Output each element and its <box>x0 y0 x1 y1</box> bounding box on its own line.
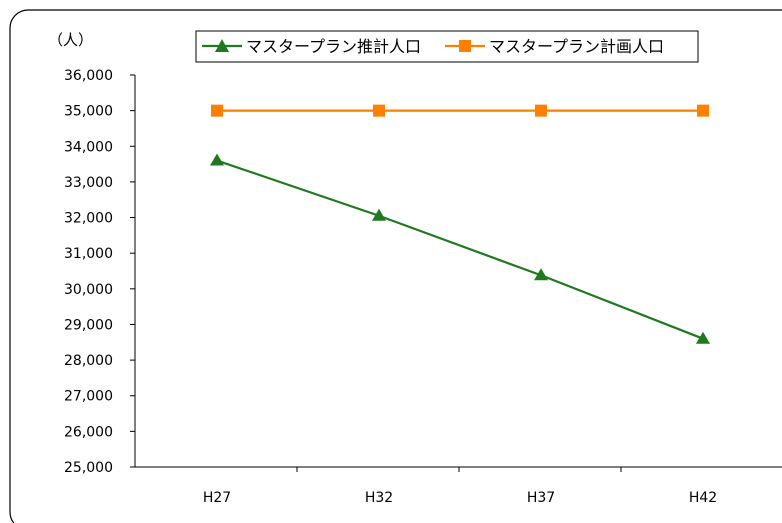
y-tick-label: 29,000 <box>64 317 113 333</box>
legend-label-plan: マスタープラン計画人口 <box>489 37 664 56</box>
y-tick-label: 25,000 <box>64 460 113 476</box>
data-point-square <box>697 104 709 117</box>
y-tick-label: 33,000 <box>64 175 113 191</box>
data-point-square <box>373 104 385 117</box>
y-tick-label: 35,000 <box>64 104 113 120</box>
y-ticks: 25,000 26,000 27,000 28,000 29,000 30,000 31,0… <box>64 68 135 476</box>
y-tick-label: 27,000 <box>64 389 113 405</box>
legend-marker-triangle <box>215 39 229 52</box>
y-tick-label: 34,000 <box>64 139 113 155</box>
data-point-triangle <box>534 268 548 281</box>
x-tick-label: H37 <box>527 490 555 506</box>
y-tick-label: 30,000 <box>64 282 113 298</box>
chart-border <box>9 9 782 523</box>
series-line-0 <box>216 159 704 340</box>
x-tick-label: H27 <box>203 490 231 506</box>
y-tick-label: 31,000 <box>64 246 113 262</box>
data-point-square <box>535 104 547 117</box>
plot-area: 25,000 26,000 27,000 28,000 29,000 30,000 31,0… <box>64 68 782 506</box>
y-tick-label: 32,000 <box>64 211 113 227</box>
data-point-triangle <box>210 153 224 166</box>
data-point-triangle <box>372 208 386 221</box>
y-unit-label: （人） <box>48 31 93 49</box>
data-point-square <box>211 104 223 117</box>
series-layer <box>210 104 710 344</box>
x-tick-label: H32 <box>365 490 393 506</box>
y-tick-label: 26,000 <box>64 424 113 440</box>
data-point-triangle <box>696 331 710 344</box>
y-tick-label: 36,000 <box>64 68 113 84</box>
x-tick-label: H42 <box>689 490 717 506</box>
legend: マスタープラン推計人口 マスタープラン計画人口 <box>195 30 699 63</box>
x-ticks: H27 H32 H37 H42 <box>203 467 717 506</box>
y-tick-label: 28,000 <box>64 353 113 369</box>
legend-label-estimate: マスタープラン推計人口 <box>246 37 421 56</box>
legend-marker-square <box>459 40 471 52</box>
